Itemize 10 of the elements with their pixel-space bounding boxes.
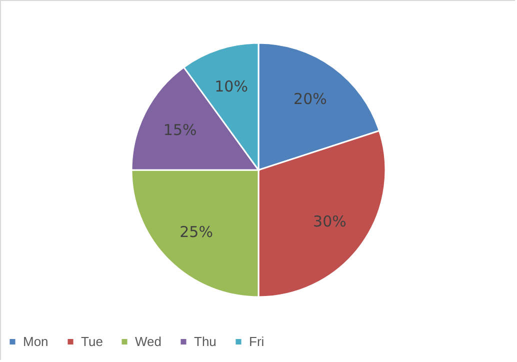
data-label: 15% <box>163 121 197 140</box>
data-label: 25% <box>180 223 213 242</box>
data-label: 20% <box>294 90 327 108</box>
legend-label: Thu <box>194 334 216 349</box>
legend-label: Mon <box>23 334 48 349</box>
data-label: 10% <box>214 77 248 96</box>
data-label: 30% <box>313 212 346 231</box>
legend-label: Tue <box>81 334 103 349</box>
legend-label: Fri <box>249 334 264 349</box>
legend-label: Wed <box>135 334 162 349</box>
